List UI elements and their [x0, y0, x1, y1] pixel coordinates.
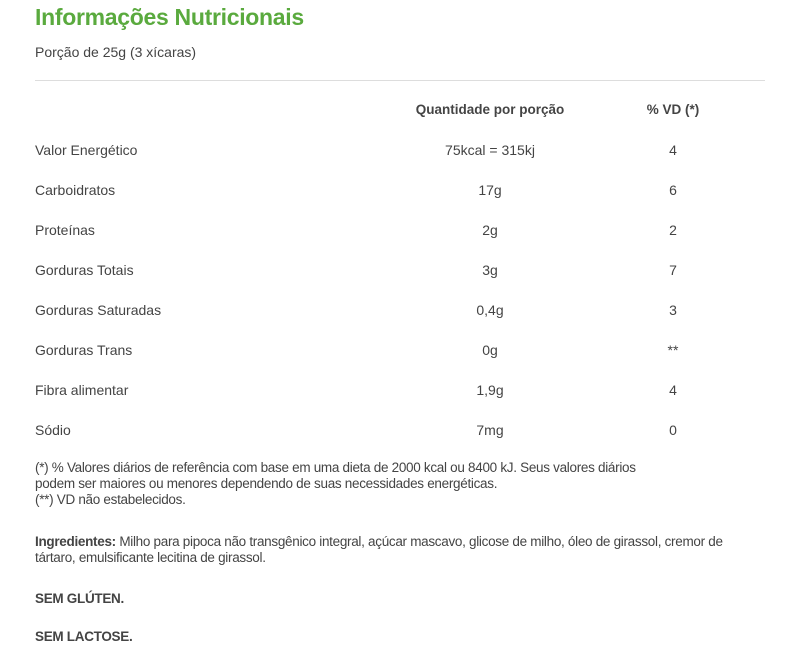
nutrient-quantity: 2g — [482, 222, 498, 238]
nutrient-name: Gorduras Saturadas — [35, 302, 162, 318]
footnote-vd-cont: podem ser maiores ou menores dependendo … — [35, 476, 498, 491]
nutrient-quantity: 3g — [482, 262, 498, 278]
nutrient-quantity: 0,4g — [476, 302, 504, 318]
header-vd: % VD (*) — [646, 102, 700, 117]
nutrient-name: Gorduras Trans — [35, 342, 133, 358]
table-row: Carboidratos 17g 6 — [0, 182, 800, 202]
nutrient-quantity: 1,9g — [476, 382, 504, 398]
nutrient-name: Gorduras Totais — [35, 262, 134, 278]
nutrient-name: Sódio — [35, 422, 71, 438]
nutrient-name: Fibra alimentar — [35, 382, 129, 398]
table-row: Valor Energético 75kcal = 315kj 4 — [0, 142, 800, 162]
divider — [35, 80, 765, 81]
nutrient-vd: 2 — [669, 222, 677, 238]
nutrient-vd: ** — [667, 342, 679, 358]
nutrient-vd: 0 — [669, 422, 677, 438]
nutrient-quantity: 0g — [482, 342, 498, 358]
nutrient-vd: 3 — [669, 302, 677, 318]
nutrient-vd: 4 — [669, 142, 677, 158]
footnote-not-established: (**) VD não estabelecidos. — [35, 492, 186, 507]
claim-gluten-free: SEM GLÚTEN. — [35, 591, 124, 606]
table-row: Gorduras Totais 3g 7 — [0, 262, 800, 282]
ingredients-label: Ingredientes: — [35, 534, 116, 549]
nutrient-name: Proteínas — [35, 222, 95, 238]
table-row: Fibra alimentar 1,9g 4 — [0, 382, 800, 402]
ingredients-text: Milho para pipoca não transgênico integr… — [35, 534, 723, 565]
nutrient-quantity: 75kcal = 315kj — [445, 142, 535, 158]
header-quantity: Quantidade por porção — [415, 102, 565, 117]
nutrient-vd: 7 — [669, 262, 677, 278]
table-row: Proteínas 2g 2 — [0, 222, 800, 242]
nutrient-vd: 6 — [669, 182, 677, 198]
page-title: Informações Nutricionais — [35, 4, 304, 30]
nutrient-quantity: 7mg — [476, 422, 504, 438]
table-row: Gorduras Trans 0g ** — [0, 342, 800, 362]
nutrient-name: Carboidratos — [35, 182, 116, 198]
claim-lactose-free: SEM LACTOSE. — [35, 629, 133, 644]
footnote-vd: (*) % Valores diários de referência com … — [35, 460, 636, 475]
footnotes: (*) % Valores diários de referência com … — [35, 460, 765, 508]
portion-size: Porção de 25g (3 xícaras) — [35, 44, 197, 60]
nutrient-name: Valor Energético — [35, 142, 138, 158]
table-row: Gorduras Saturadas 0,4g 3 — [0, 302, 800, 322]
nutrient-vd: 4 — [669, 382, 677, 398]
nutrient-quantity: 17g — [478, 182, 502, 198]
ingredients: Ingredientes: Milho para pipoca não tran… — [35, 534, 735, 566]
table-row: Sódio 7mg 0 — [0, 422, 800, 442]
